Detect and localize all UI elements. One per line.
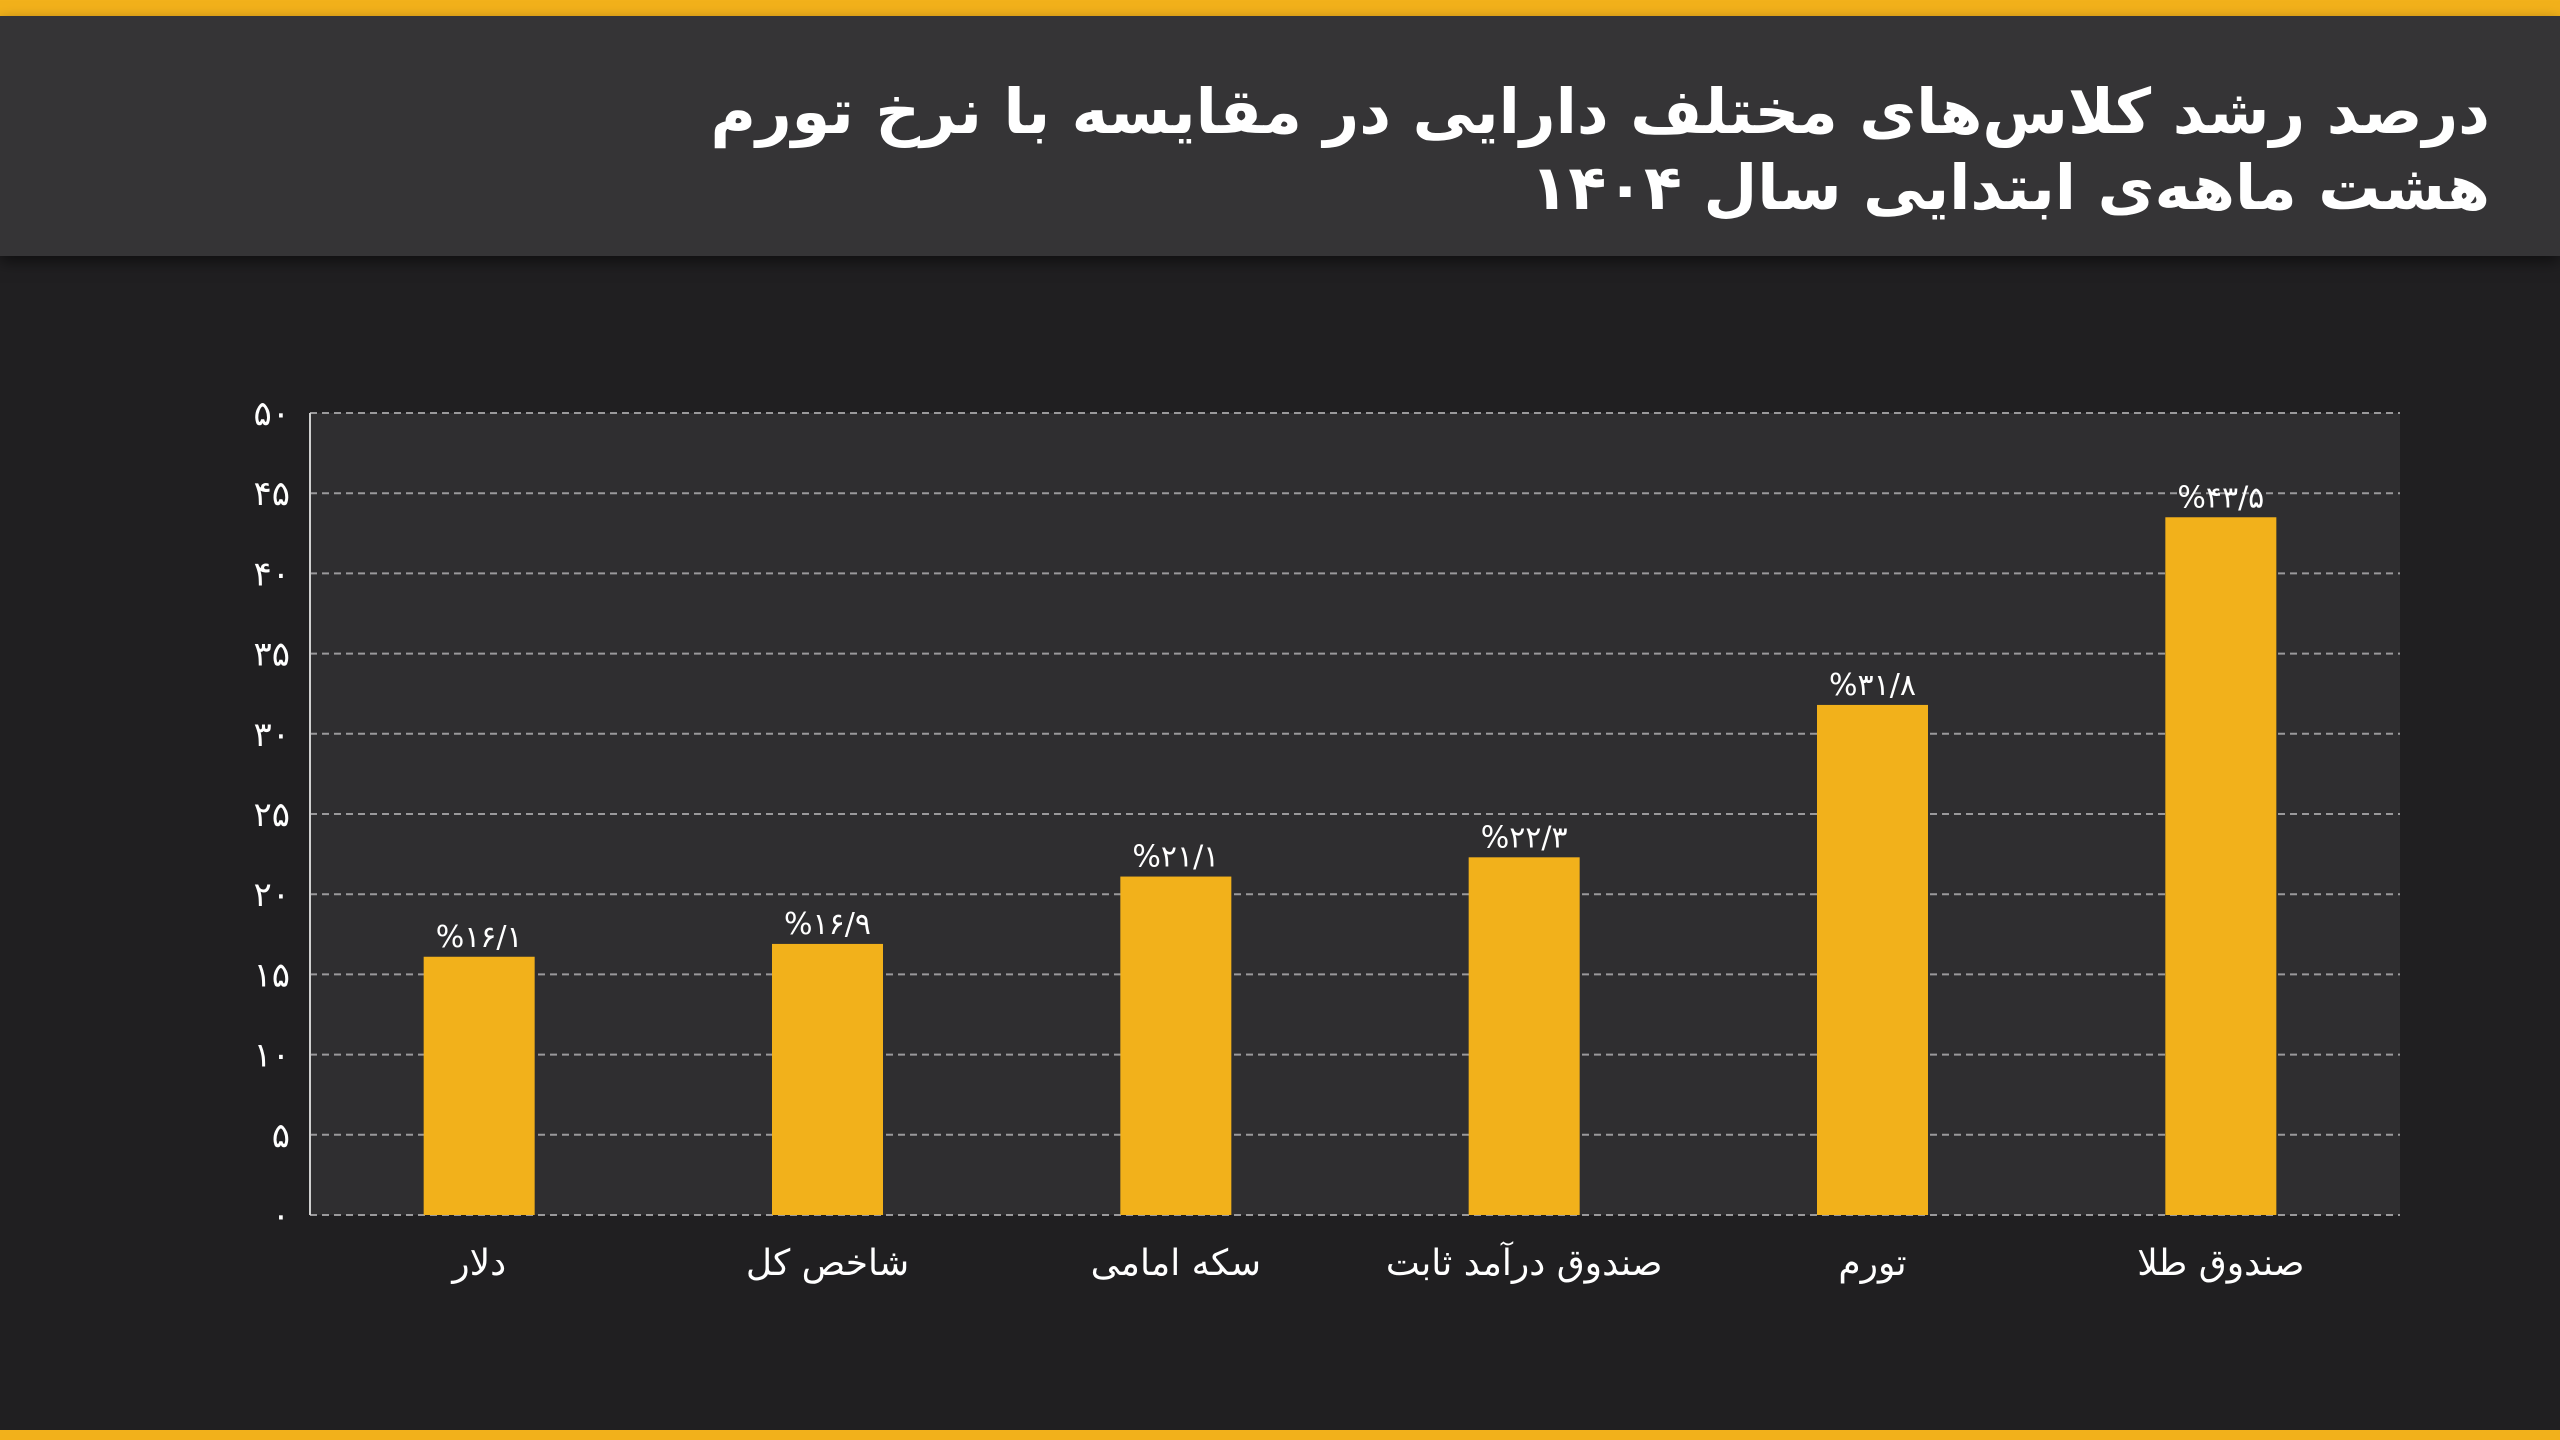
bar xyxy=(423,956,535,1215)
y-tick-label: ۲۵ xyxy=(253,795,290,835)
y-tick-label: ۴۵ xyxy=(253,474,290,514)
title-line-2: هشت ماهه‌ی ابتدایی سال ۱۴۰۴ xyxy=(1530,151,2490,224)
bar xyxy=(1468,857,1580,1215)
header: درصد رشد کلاس‌های مختلف دارایی در مقایسه… xyxy=(0,16,2560,256)
x-tick-label: سکه امامی xyxy=(1091,1243,1261,1284)
chart-title: درصد رشد کلاس‌های مختلف دارایی در مقایسه… xyxy=(490,74,2490,226)
x-tick-label: شاخص کل xyxy=(746,1243,909,1284)
x-tick-label: تورم xyxy=(1838,1243,1906,1284)
top-accent-bar xyxy=(0,0,2560,16)
data-label: %۱۶/۱ xyxy=(436,920,523,955)
x-tick-label: دلار xyxy=(450,1243,506,1284)
y-tick-label: ۵۰ xyxy=(253,394,290,434)
y-tick-label: ۲۰ xyxy=(253,875,290,915)
y-tick-label: ۴۰ xyxy=(253,554,290,594)
bar xyxy=(2165,517,2277,1215)
y-tick-label: ۵ xyxy=(272,1116,290,1156)
bar xyxy=(1120,876,1232,1215)
y-tick-label: ۳۰ xyxy=(253,715,290,755)
data-label: %۲۱/۱ xyxy=(1132,840,1219,875)
x-tick-label: صندوق درآمد ثابت xyxy=(1386,1240,1663,1284)
data-label: %۴۳/۵ xyxy=(2177,480,2264,515)
bar xyxy=(1817,704,1928,1215)
y-tick-label: ۰ xyxy=(272,1196,290,1236)
data-label: %۱۶/۹ xyxy=(784,907,871,942)
title-line-1: درصد رشد کلاس‌های مختلف دارایی در مقایسه… xyxy=(710,75,2490,148)
data-label: %۳۱/۸ xyxy=(1829,668,1916,703)
data-label: %۲۲/۳ xyxy=(1481,820,1568,855)
bottom-accent-bar xyxy=(0,1430,2560,1440)
y-tick-label: ۱۵ xyxy=(253,955,290,995)
y-tick-label: ۱۰ xyxy=(253,1036,290,1076)
bar xyxy=(772,943,883,1215)
y-tick-label: ۳۵ xyxy=(253,635,290,675)
x-tick-label: صندوق طلا xyxy=(2137,1243,2304,1284)
